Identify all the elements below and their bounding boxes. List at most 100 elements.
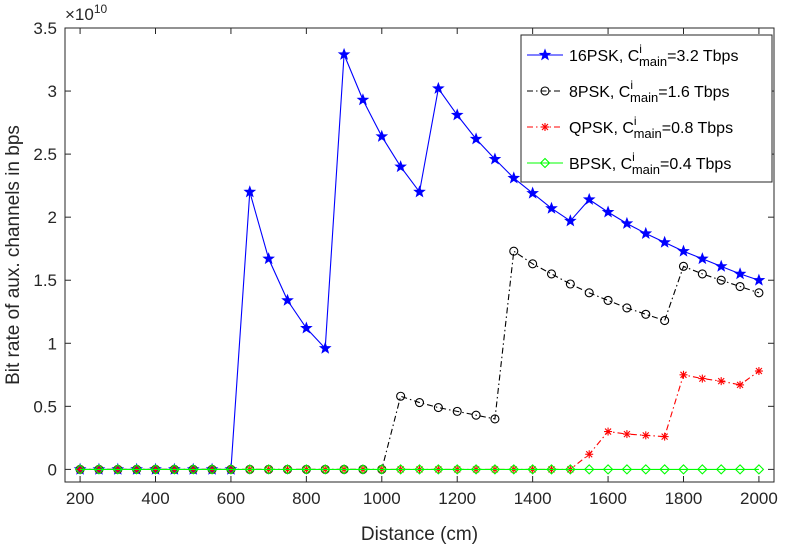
data-point-bpsk xyxy=(546,464,557,475)
y-tick-label: 2 xyxy=(48,208,57,227)
data-point-qpsk-stroke xyxy=(642,431,650,439)
y-tick-label: 1.5 xyxy=(33,271,57,290)
data-point-16psk xyxy=(733,267,747,280)
y-axis-exponent: ×1010 xyxy=(65,2,108,24)
data-point-16psk xyxy=(526,186,539,199)
data-point-bpsk xyxy=(244,464,256,475)
data-point-16psk xyxy=(582,192,596,205)
data-point-8psk xyxy=(735,281,745,292)
data-point-qpsk xyxy=(641,431,650,440)
data-point-bpsk xyxy=(112,464,124,475)
data-point-qpsk-stroke xyxy=(698,375,706,382)
data-point-8psk xyxy=(641,309,651,319)
legend-label-sup: i xyxy=(634,114,637,128)
data-point-16psk xyxy=(262,252,275,265)
data-point-16psk xyxy=(488,152,502,165)
x-tick-label: 1000 xyxy=(363,489,401,508)
data-point-8psk xyxy=(396,391,406,401)
data-point-bpsk xyxy=(301,464,312,475)
data-point-bpsk xyxy=(93,464,105,475)
legend-label-8psk: 8PSK, Ci main=1.6 Tbps xyxy=(569,78,730,105)
data-point-bpsk xyxy=(470,464,482,475)
legend-marker-qpsk xyxy=(541,123,549,131)
x-tick-label: 200 xyxy=(66,489,94,508)
x-tick-label: 1600 xyxy=(589,489,627,508)
data-point-bpsk xyxy=(150,464,161,475)
legend-entry-8psk: 8PSK, Ci main=1.6 Tbps xyxy=(527,78,730,105)
data-point-bpsk xyxy=(565,464,576,475)
data-point-8psk xyxy=(754,288,764,298)
legend-label-sub: main xyxy=(630,90,658,105)
data-point-8psk xyxy=(622,303,632,313)
data-point-8psk xyxy=(603,295,613,305)
legend-label-value: =0.4 Tbps xyxy=(660,156,731,173)
data-point-16psk xyxy=(243,185,257,198)
x-tick-label: 1800 xyxy=(665,489,703,508)
legend-entry-qpsk: QPSK, Ci main=0.8 Tbps xyxy=(527,114,733,141)
data-point-16psk xyxy=(394,160,407,173)
data-point-bpsk xyxy=(206,464,218,475)
data-point-8psk xyxy=(546,269,557,279)
data-point-bpsk xyxy=(414,464,425,475)
legend-label-sub: main xyxy=(639,54,667,69)
y-tick-label: 3 xyxy=(48,82,57,101)
data-point-bpsk xyxy=(753,464,765,475)
data-point-8psk xyxy=(678,261,689,271)
legend-label-sup: i xyxy=(639,42,642,56)
x-tick-label: 600 xyxy=(217,489,245,508)
data-point-8psk xyxy=(697,269,707,279)
data-point-8psk xyxy=(716,275,726,285)
legend-marker-qpsk-stroke xyxy=(541,123,549,131)
legend-label-text: 8PSK, C xyxy=(569,84,630,101)
data-point-qpsk xyxy=(622,430,631,439)
data-point-bpsk xyxy=(376,464,388,475)
x-tick-label: 1400 xyxy=(514,489,552,508)
data-point-qpsk-stroke xyxy=(717,377,725,385)
data-point-qpsk-stroke xyxy=(661,433,669,440)
data-point-bpsk xyxy=(659,464,670,475)
data-point-16psk xyxy=(714,259,728,272)
x-axis: 200 400 600 800 1000 1200 1400 1600 1800 2000 xyxy=(66,28,778,508)
x-tick-label: 1200 xyxy=(438,489,476,508)
data-point-bpsk xyxy=(187,464,199,475)
data-point-8psk xyxy=(452,406,462,416)
data-point-16psk xyxy=(413,185,426,198)
data-point-bpsk xyxy=(338,464,350,475)
y-axis: 0 0.5 1 1.5 2 2.5 3 3.5 xyxy=(33,19,774,479)
data-point-16psk xyxy=(564,214,577,227)
data-point-qpsk-stroke xyxy=(736,381,744,389)
legend-label-16psk: 16PSK, Ci main=3.2 Tbps xyxy=(569,42,738,69)
legend-label-text: 16PSK, C xyxy=(569,48,639,65)
x-axis-title: Distance (cm) xyxy=(361,524,478,545)
data-point-bpsk xyxy=(395,464,406,475)
legend-entry-bpsk: BPSK, Ci main=0.4 Tbps xyxy=(527,150,731,177)
data-point-bpsk xyxy=(263,464,274,475)
data-point-qpsk xyxy=(585,450,594,459)
data-point-bpsk xyxy=(169,464,180,475)
data-point-8psk xyxy=(660,316,670,326)
data-point-8psk xyxy=(433,403,443,413)
y-tick-label: 1 xyxy=(48,334,57,353)
data-point-16psk xyxy=(281,293,294,306)
data-point-qpsk-stroke xyxy=(755,367,763,375)
data-point-16psk xyxy=(620,216,634,229)
legend-label-value: =0.8 Tbps xyxy=(662,120,733,137)
data-point-qpsk xyxy=(604,427,613,436)
data-point-bpsk xyxy=(715,464,727,475)
data-point-qpsk xyxy=(717,377,726,386)
legend-label-text: BPSK, C xyxy=(569,156,632,173)
data-point-16psk xyxy=(639,226,653,239)
legend: 16PSK, Ci main=3.2 Tbps 8PSK, Ci main=1.6 T… xyxy=(520,34,773,183)
data-point-16psk xyxy=(469,132,483,145)
legend-label-sub: main xyxy=(634,126,662,141)
data-point-16psk xyxy=(696,252,709,265)
data-point-qpsk-stroke xyxy=(623,430,631,438)
data-point-16psk xyxy=(677,244,690,257)
data-point-qpsk xyxy=(660,432,669,441)
legend-label-bpsk: BPSK, Ci main=0.4 Tbps xyxy=(569,150,731,177)
data-point-bpsk xyxy=(225,464,237,475)
legend-label-sup: i xyxy=(630,78,633,92)
legend-label-sub: main xyxy=(632,162,660,177)
data-point-qpsk xyxy=(736,380,745,389)
data-point-bpsk xyxy=(131,464,142,475)
